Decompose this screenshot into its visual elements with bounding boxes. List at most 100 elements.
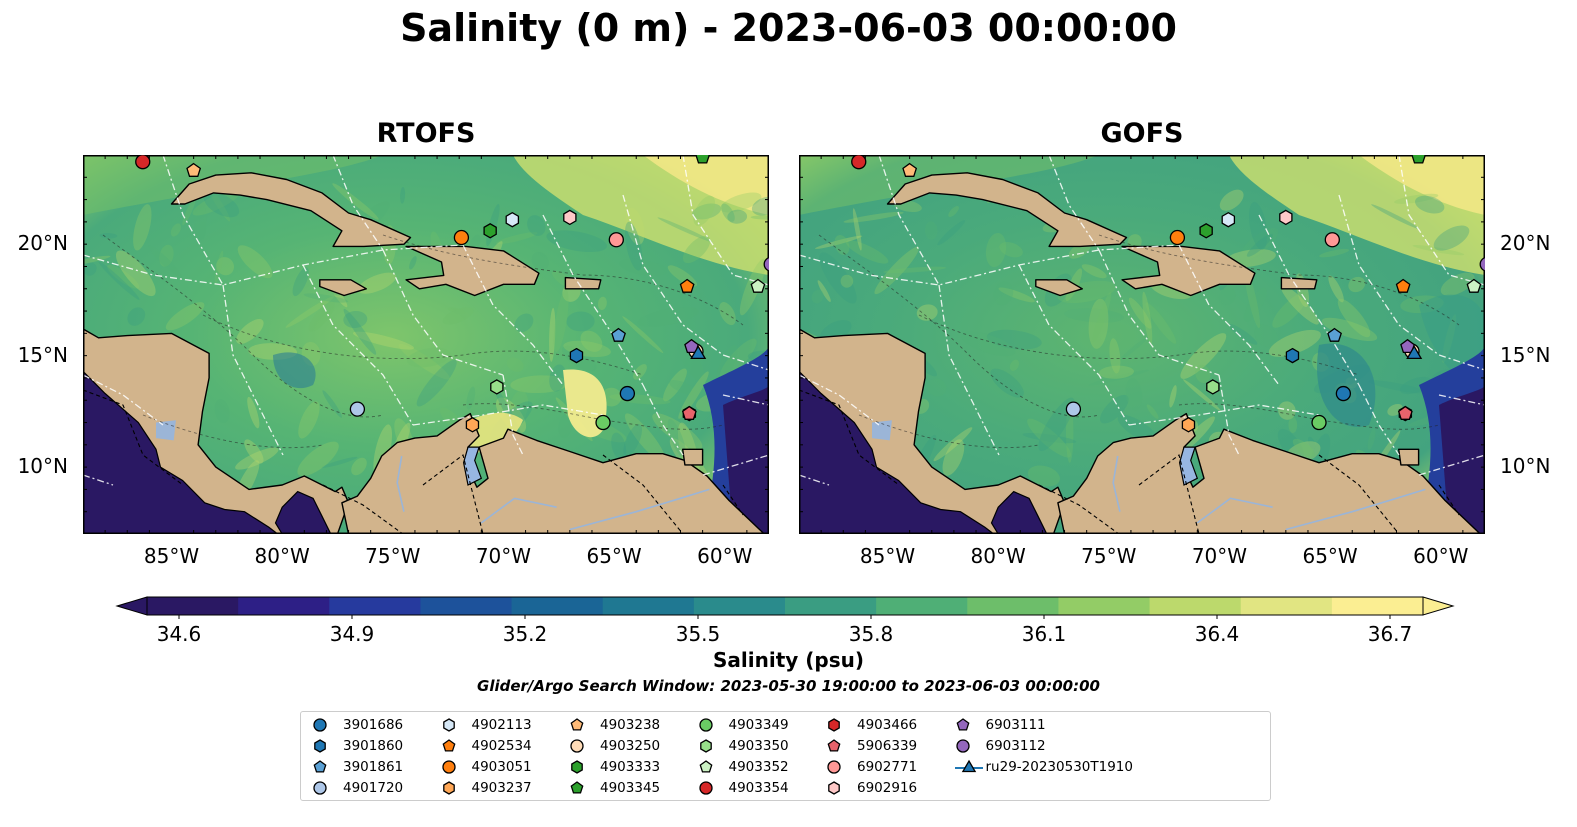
lon-tick-label: 65°W [1302,544,1358,568]
legend-marker-icon [827,739,841,752]
float-marker-4903352 [1466,278,1482,293]
legend-label: 4903333 [600,759,661,775]
legend-label: 4903250 [600,738,661,754]
legend-label: 4903349 [728,717,789,733]
legend-marker-icon [698,718,713,732]
float-marker-6903111 [1400,338,1415,354]
float-marker-4903349 [1311,414,1327,431]
legend-marker-icon [313,781,327,795]
legend-marker-icon [442,718,455,732]
legend-label: 4902534 [471,738,532,754]
float-marker-3901686 [619,385,636,402]
float-marker-3901686 [1335,385,1352,402]
legend-label: 5906339 [857,738,918,754]
lon-tick-label: 75°W [365,544,421,568]
float-marker-4903238 [186,162,202,177]
legend-label: 4903350 [728,738,789,754]
float-marker-6902916 [1279,209,1293,226]
float-marker-4903350 [1206,379,1220,395]
legend-marker-icon [313,760,327,773]
float-marker-4903051 [453,229,470,246]
lat-tick-label: 10°N [1500,454,1551,479]
float-marker-4903352 [750,278,766,293]
colorbar-ticks: 34.6 34.9 35.2 35.5 35.8 36.1 36.4 36.7 [0,620,1577,650]
legend-marker-icon [956,718,969,731]
float-marker-4903238 [902,162,918,177]
legend-marker-icon [570,718,584,731]
float-marker-5906339 [681,405,697,420]
legend-marker-icon [570,781,584,794]
float-marker-6903111 [684,338,699,354]
float-marker-4903237 [1181,417,1196,433]
float-marker-6903112 [1479,256,1485,272]
colorbar-tick-label: 34.6 [156,622,202,646]
float-marker-4903345 [695,155,711,164]
panel-title-gofs: GOFS [1100,118,1184,149]
float-marker-4901720 [349,401,366,417]
float-marker-4903354 [135,155,151,170]
lon-tick-label: 65°W [586,544,642,568]
lat-tick-label: 10°N [17,454,68,479]
float-marker-6902771 [1324,232,1340,248]
legend-marker-icon [828,718,840,732]
legend-marker-icon [570,739,584,753]
lon-tick-label: 70°W [475,544,532,568]
float-marker-3901861 [1327,327,1342,342]
float-marker-3901860 [569,347,584,364]
float-marker-6902916 [563,209,577,226]
float-marker-3901861 [611,327,626,342]
colorbar-tick-label: 35.2 [502,622,548,646]
legend: 3901686 3901860 3901861 4901720 4902113 49025… [300,711,1271,801]
legend-label: 4901720 [343,780,404,796]
legend-label: 4902113 [471,717,532,733]
legend-label: 4903051 [471,759,532,775]
float-marker-4903349 [595,414,611,431]
float-marker-4902113 [505,211,520,228]
legend-marker-icon [698,781,713,795]
float-marker-4903333 [483,223,497,239]
legend-marker-icon [313,718,327,732]
colorbar-tick-label: 36.1 [1021,622,1067,646]
legend-marker-icon [827,760,841,774]
lon-tick-label: 70°W [1191,544,1248,568]
lat-tick-label: 15°N [17,342,68,367]
legend-label: 4903345 [600,780,661,796]
colorbar-label: Salinity (psu) [712,648,864,672]
search-window-text: Glider/Argo Search Window: 2023-05-30 19… [477,677,1100,695]
legend-label: 4903237 [471,780,532,796]
lon-tick-label: 60°W [1413,544,1469,568]
float-marker-6903112 [763,256,769,272]
legend-marker-icon [955,739,970,753]
legend-marker-icon [441,760,456,774]
lon-tick-label: 80°W [254,544,310,568]
legend-label: 4903238 [600,717,661,733]
legend-marker-icon [442,739,455,752]
legend-label: 3901860 [343,738,404,754]
legend-label: 6902771 [857,759,918,775]
lon-tick-label: 60°W [697,544,753,568]
float-marker-4903350 [490,379,504,395]
map-panel-rtofs [83,155,769,534]
float-marker-4903051 [1169,229,1186,246]
colorbar [115,596,1455,619]
legend-marker-icon [699,739,712,753]
lat-tick-label: 15°N [1500,342,1551,367]
float-marker-4902113 [1221,211,1236,228]
float-marker-5906339 [1397,405,1413,420]
colorbar-tick-label: 34.9 [329,622,375,646]
legend-marker-icon [828,781,840,795]
colorbar-tick-label: 36.4 [1194,622,1240,646]
legend-label: 6903111 [985,717,1046,733]
lon-tick-label: 85°W [143,544,200,568]
legend-label: ru29-20230530T1910 [985,759,1133,775]
legend-label: 6902916 [857,780,918,796]
float-marker-4903354 [851,155,867,170]
legend-label: 4903352 [728,759,789,775]
lat-tick-label: 20°N [1500,231,1551,256]
legend-marker-icon [442,781,455,795]
panel-title-rtofs: RTOFS [376,118,476,149]
float-marker-6902771 [608,232,624,248]
map-panel-gofs [799,155,1485,534]
lat-tick-label: 20°N [17,231,68,256]
legend-label: 3901861 [343,759,404,775]
